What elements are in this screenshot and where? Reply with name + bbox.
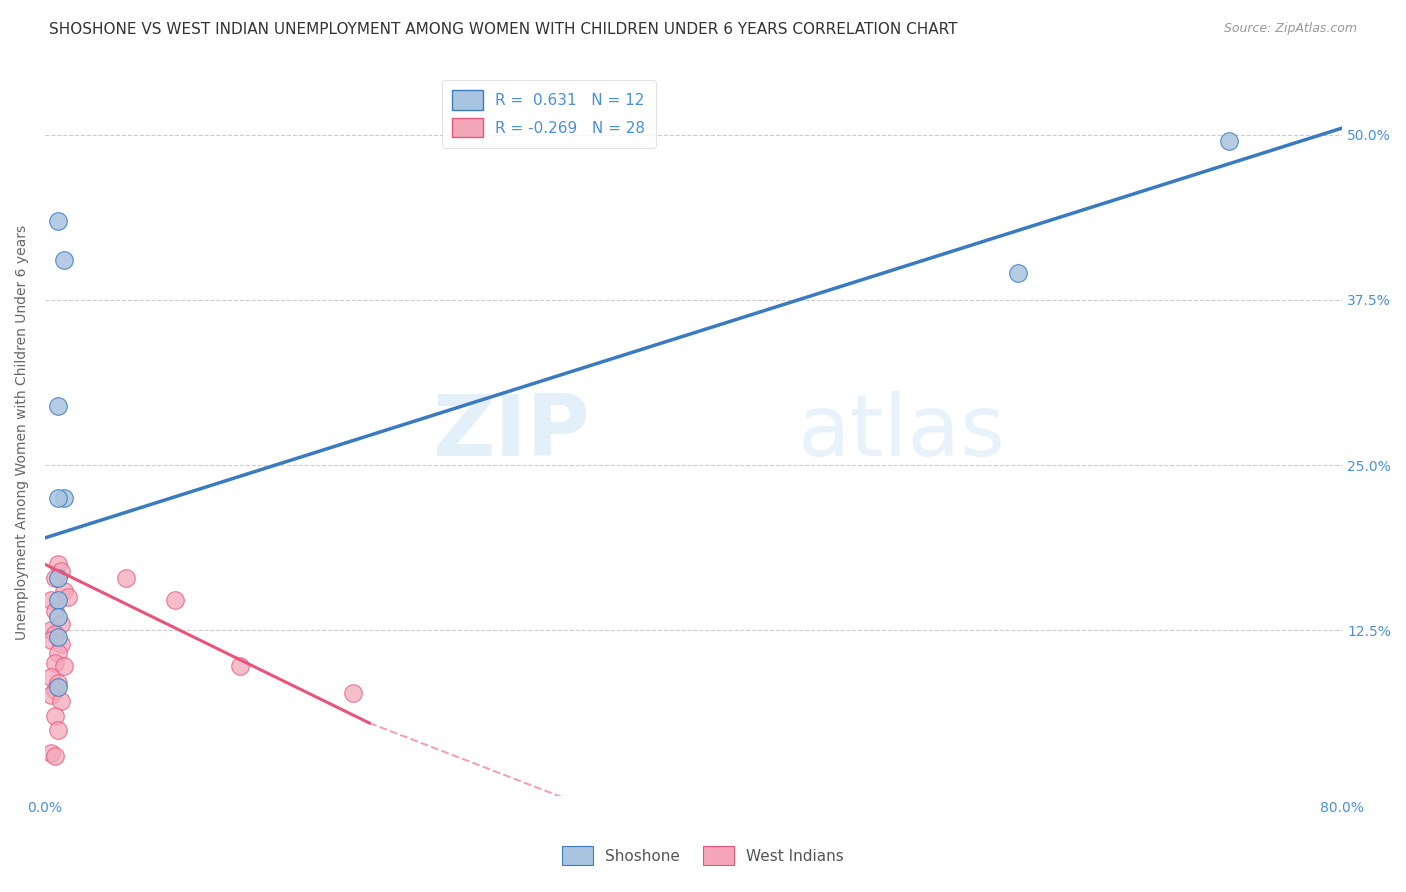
Point [41,624,63,638]
Point [53,659,76,673]
Point [41,670,63,684]
Point [46,570,69,584]
Point [51,637,73,651]
Point [228,659,250,673]
Point [46,399,69,413]
Y-axis label: Unemployment Among Women with Children Under 6 years: Unemployment Among Women with Children U… [15,225,30,640]
Point [53,583,76,598]
Point [53,253,76,268]
Point [46,491,69,506]
Point [41,593,63,607]
Point [46,610,69,624]
Legend: Shoshone, West Indians: Shoshone, West Indians [557,840,849,871]
Point [51,564,73,578]
Point [51,693,73,707]
Text: Source: ZipAtlas.com: Source: ZipAtlas.com [1223,22,1357,36]
Legend: R =  0.631   N = 12, R = -0.269   N = 28: R = 0.631 N = 12, R = -0.269 N = 28 [441,79,657,148]
Point [46,680,69,694]
Point [44,627,66,641]
Point [44,709,66,723]
Point [46,558,69,572]
Point [44,657,66,671]
Point [51,616,73,631]
Point [44,749,66,764]
Point [46,676,69,690]
Point [163,593,186,607]
Point [46,723,69,737]
Point [53,491,76,506]
Point [115,570,138,584]
Point [46,213,69,227]
Point [41,632,63,647]
Point [56,591,79,605]
Point [46,630,69,644]
Point [1218,134,1240,148]
Point [46,593,69,607]
Point [1007,267,1029,281]
Text: SHOSHONE VS WEST INDIAN UNEMPLOYMENT AMONG WOMEN WITH CHILDREN UNDER 6 YEARS COR: SHOSHONE VS WEST INDIAN UNEMPLOYMENT AMO… [49,22,957,37]
Text: atlas: atlas [797,391,1005,474]
Text: ZIP: ZIP [432,391,591,474]
Point [41,688,63,702]
Point [44,570,66,584]
Point [44,682,66,697]
Point [44,604,66,618]
Point [342,685,364,699]
Point [46,646,69,660]
Point [41,747,63,761]
